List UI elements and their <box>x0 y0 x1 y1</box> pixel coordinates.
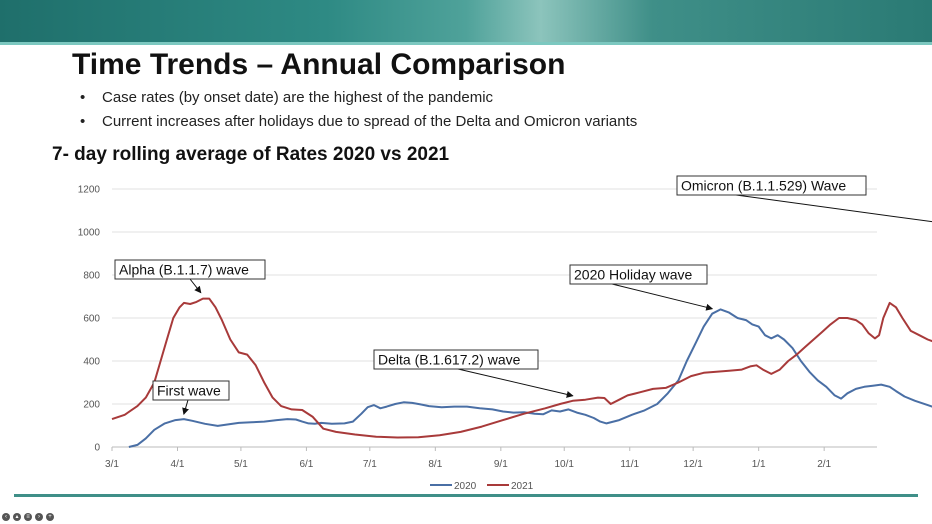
x-tick-label: 7/1 <box>363 459 377 470</box>
x-tick-label: 9/1 <box>494 459 508 470</box>
footer-divider <box>14 494 918 497</box>
y-tick-label: 800 <box>83 271 100 282</box>
annotation-box <box>676 175 867 196</box>
annotation-label: Omicron (B.1.1.529) Wave <box>681 178 846 194</box>
x-tick-label: 12/1 <box>683 459 703 470</box>
y-tick-label: 0 <box>94 443 100 454</box>
x-tick-label: 3/1 <box>105 459 119 470</box>
x-tick-label: 6/1 <box>299 459 313 470</box>
x-tick-label: 11/1 <box>620 459 639 470</box>
next-icon[interactable]: › <box>35 513 43 521</box>
bullet-item: • Case rates (by onset date) are the high… <box>80 89 494 106</box>
header-divider <box>0 42 932 45</box>
annotation-arrow <box>182 399 189 416</box>
bullet-item: • Current increases after holidays due to… <box>80 113 638 130</box>
annotation-label: 2020 Holiday wave <box>574 267 693 283</box>
series-line-2021 <box>111 297 932 439</box>
y-tick-label: 1000 <box>78 228 101 239</box>
zoom-icon[interactable]: + <box>46 513 54 521</box>
legend-label: 2020 <box>454 481 477 492</box>
y-tick-label: 600 <box>83 314 100 325</box>
annotation-label: Alpha (B.1.1.7) wave <box>119 262 249 278</box>
chart-title: 7- day rolling average of Rates 2020 vs … <box>52 144 450 165</box>
annotation-box <box>114 259 266 280</box>
series-line-2020 <box>128 308 932 448</box>
annotation-label: Delta (B.1.617.2) wave <box>378 352 521 368</box>
prev-icon[interactable]: ‹ <box>2 513 10 521</box>
y-tick-label: 400 <box>83 357 100 368</box>
x-tick-label: 4/1 <box>171 459 185 470</box>
annotation-box <box>152 380 230 401</box>
annotation-arrow <box>189 278 202 294</box>
annotation-arrow <box>457 368 574 398</box>
menu-icon[interactable]: ≡ <box>24 513 32 521</box>
y-tick-label: 1200 <box>78 185 101 196</box>
legend-label: 2021 <box>511 481 534 492</box>
slide-title: Time Trends – Annual Comparison <box>72 48 566 81</box>
annotation-box <box>373 349 539 370</box>
x-tick-label: 2/1 <box>817 459 831 470</box>
annotation-arrow <box>611 283 714 311</box>
bullet-text: Case rates (by onset date) are the highe… <box>102 89 494 106</box>
x-tick-label: 10/1 <box>555 459 575 470</box>
header-banner <box>0 0 932 44</box>
y-tick-label: 200 <box>83 400 100 411</box>
x-tick-label: 1/1 <box>752 459 766 470</box>
up-icon[interactable]: ▴ <box>13 513 21 521</box>
bullet-list: • Case rates (by onset date) are the high… <box>80 86 637 134</box>
x-tick-label: 5/1 <box>234 459 248 470</box>
bullet-text: Current increases after holidays due to … <box>102 113 638 130</box>
annotation-box <box>569 264 708 285</box>
annotation-arrow <box>735 194 932 223</box>
annotation-label: First wave <box>157 383 221 399</box>
footer-controls: ‹ ▴ ≡ › + <box>2 513 54 521</box>
x-tick-label: 8/1 <box>428 459 442 470</box>
